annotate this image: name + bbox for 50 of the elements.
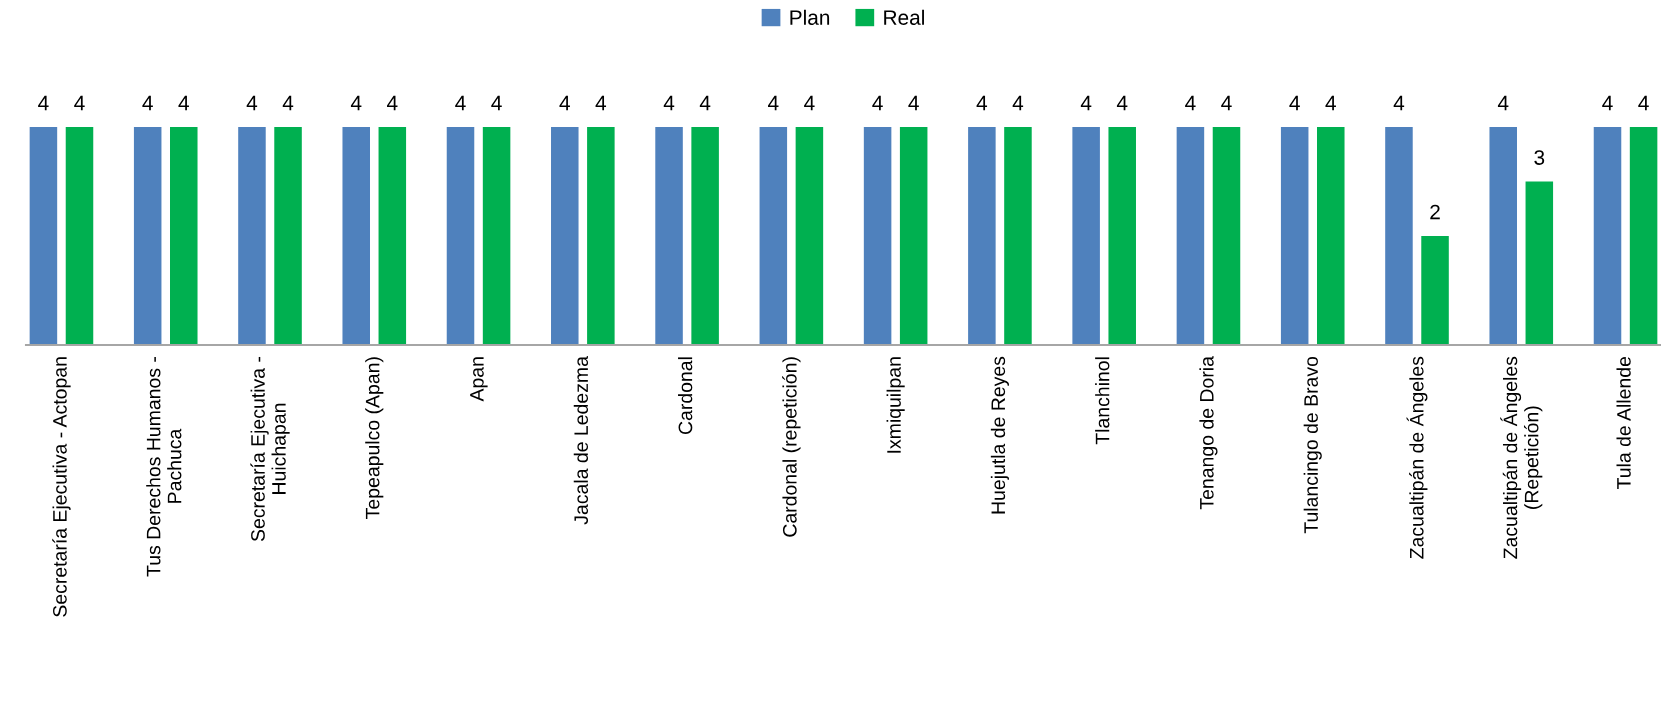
x-tick-label: Zacualtipán de Ángeles (Repetición) [1500,356,1543,559]
x-tick-label: Tenango de Doria [1199,356,1218,510]
data-label: 4 [699,95,711,111]
data-label: 4 [804,95,815,111]
data-label: 4 [559,95,570,111]
x-tick-label: Tula de Allende [1616,356,1631,489]
data-label: 4 [1116,95,1128,111]
x-tick-label: Secretaría Ejecutiva - Actopan [52,357,71,617]
data-label: 4 [142,95,153,111]
data-label: 4 [595,95,607,111]
x-tick-label: Tepeapulco (Apan) [365,357,384,519]
legend-label: Real [884,9,924,25]
x-tick-label: Ixmiquilpan [886,357,905,453]
x-tick-label: Jacala de Ledezma [573,356,589,525]
x-tick-label: Zacualtipán de Ángeles [1406,356,1428,559]
data-label: 4 [246,95,258,111]
data-label: 4 [491,95,502,111]
x-tick-label: Secretaría Ejecutiva - Huichapan [250,356,290,542]
data-label: 4 [1497,95,1509,111]
data-label: 4 [1221,95,1232,111]
data-label: 4 [1012,95,1024,111]
data-label: 4 [38,95,49,111]
data-label: 4 [282,95,294,111]
data-label: 4 [908,95,919,111]
data-label: 4 [1080,95,1092,111]
data-label: 4 [872,95,883,111]
data-label: 2 [1430,204,1440,220]
data-label: 4 [1393,95,1405,111]
x-tick-label: Apan [470,357,488,402]
x-tick-label: Tulancingo de Bravo [1303,356,1322,534]
data-label: 3 [1534,150,1545,165]
data-label: 4 [74,95,85,111]
x-tick-label: Huejutla de Reyes [990,356,1009,514]
data-label: 4 [976,95,988,111]
data-label: 4 [1638,95,1649,111]
data-label: 4 [1185,95,1196,111]
data-label: 4 [768,95,779,111]
legend-label: Plan [790,9,830,25]
data-label: 4 [455,95,466,111]
x-tick-label: Cardonal (repetición) [782,357,801,537]
data-label: 4 [350,95,362,111]
data-label: 4 [663,95,675,111]
x-tick-label: Tus Derechos Humanos - Pachuca [146,356,182,577]
x-tick-label: Tlanchinol [1095,357,1110,445]
data-label: 4 [387,95,398,111]
data-label: 4 [178,95,189,111]
x-tick-label: Cardonal [678,357,693,435]
data-label: 4 [1325,95,1336,111]
data-label: 4 [1289,95,1300,111]
data-label: 4 [1602,95,1613,111]
